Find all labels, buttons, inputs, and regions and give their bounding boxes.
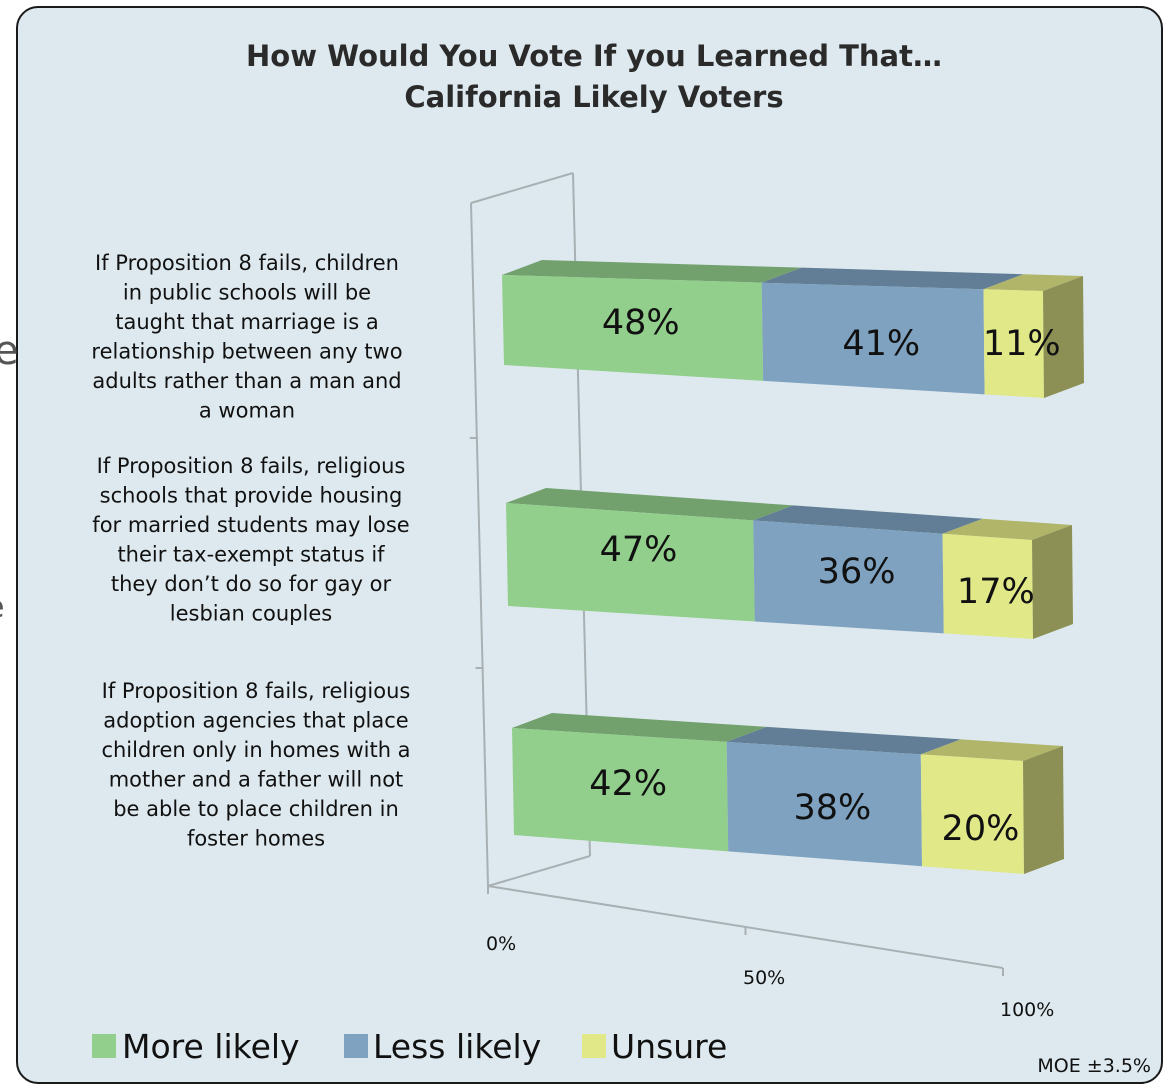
bar-more-likely-1 [502,275,764,381]
bar-unsure-2 [942,533,1033,639]
x-tick-label-50: 50% [743,967,785,989]
bar-side-unsure-1 [1043,276,1084,398]
data-label-less-likely-3: 38% [794,788,872,828]
legend-swatch-more-likely [92,1034,116,1058]
category-label-line: adoption agencies that place [103,709,408,733]
bar-side-unsure-3 [1023,746,1064,874]
category-label-line: If Proposition 8 fails, religious [102,679,411,703]
bar-side-unsure-2 [1032,525,1073,639]
data-label-more-likely-2: 47% [600,530,678,570]
category-label-line: a woman [199,399,295,423]
slide-edge-fragment-lower: e [0,590,4,625]
legend-label-less-likely: Less likely [373,1027,541,1066]
y-axis-line [470,202,489,887]
bar-less-likely-2 [753,520,944,634]
bar-more-likely-2 [506,503,755,622]
legend-label-unsure: Unsure [611,1027,727,1066]
data-label-unsure-2: 17% [957,572,1035,612]
category-label-line: mother and a father will not [109,768,404,792]
bar-top-more-likely-1 [502,260,802,283]
legend-label-more-likely: More likely [122,1027,300,1066]
bar-top-more-likely-3 [512,713,767,742]
category-label-line: they don’t do so for gay or [111,572,392,596]
floor-side-edge [487,855,591,887]
x-axis-ticks: 0% 50% 100% [486,886,1054,1021]
category-label-line: adults rather than a man and [92,369,401,393]
category-label-2: If Proposition 8 fails, religious schools… [92,454,409,626]
category-label-line: foster homes [187,827,325,851]
bar-more-likely-3 [512,728,729,852]
legend-swatch-unsure [582,1034,606,1058]
margin-of-error-note: MOE ±3.5% [1037,1055,1151,1077]
bar-top-less-likely-1 [761,267,1024,290]
bar-less-likely-1 [761,282,985,395]
legend-swatch-less-likely [344,1034,368,1058]
bar-top-unsure-2 [942,518,1072,540]
bar-top-less-likely-2 [753,505,983,534]
chart-subtitle: California Likely Voters [404,80,783,114]
slide-edge-fragment-upper: e [0,328,19,374]
bar-group-2: 47% 36% 17% [506,488,1073,639]
bar-unsure-1 [983,289,1044,398]
bars: 48% 41% 11% 47% 36% 17% 42% 38% 20% [502,260,1084,874]
data-label-less-likely-2: 36% [818,552,896,592]
chart-title: How Would You Vote If you Learned That… [246,39,942,73]
data-label-more-likely-3: 42% [589,764,667,804]
back-wall-top-edge [470,172,574,204]
bar-less-likely-3 [726,741,922,867]
category-label-line: If Proposition 8 fails, children [95,251,399,275]
data-label-less-likely-1: 41% [842,324,920,364]
data-label-unsure-3: 20% [942,809,1020,849]
bar-top-unsure-3 [920,739,1063,761]
category-label-line: taught that marriage is a [115,310,378,334]
bar-group-3: 42% 38% 20% [512,713,1064,874]
category-label-line: children only in homes with a [101,738,410,762]
category-label-1: If Proposition 8 fails, children in publi… [91,251,402,423]
bar-unsure-3 [920,754,1024,874]
category-label-line: schools that provide housing [100,484,403,508]
category-label-line: If Proposition 8 fails, religious [97,454,406,478]
x-tick-label-100: 100% [1000,999,1054,1021]
category-label-line: lesbian couples [170,602,332,626]
category-label-line: be able to place children in [113,797,399,821]
category-label-line: their tax-exempt status if [117,543,385,567]
category-label-line: for married students may lose [92,513,409,537]
chart: How Would You Vote If you Learned That… … [91,39,1151,1077]
category-label-3: If Proposition 8 fails, religious adoptio… [101,679,410,851]
x-tick-label-0: 0% [486,933,516,955]
bar-top-more-likely-2 [506,488,794,521]
bar-group-1: 48% 41% 11% [502,260,1084,398]
bar-top-less-likely-3 [726,726,961,755]
category-labels: If Proposition 8 fails, children in publi… [91,251,410,851]
category-label-line: in public schools will be [123,281,371,305]
category-label-line: relationship between any two [91,340,402,364]
legend: More likely Less likely Unsure [92,1027,727,1066]
chart-panel: How Would You Vote If you Learned That… … [16,6,1163,1084]
data-label-more-likely-1: 48% [602,303,680,343]
data-label-unsure-1: 11% [983,324,1061,364]
bar-top-unsure-1 [983,274,1083,291]
